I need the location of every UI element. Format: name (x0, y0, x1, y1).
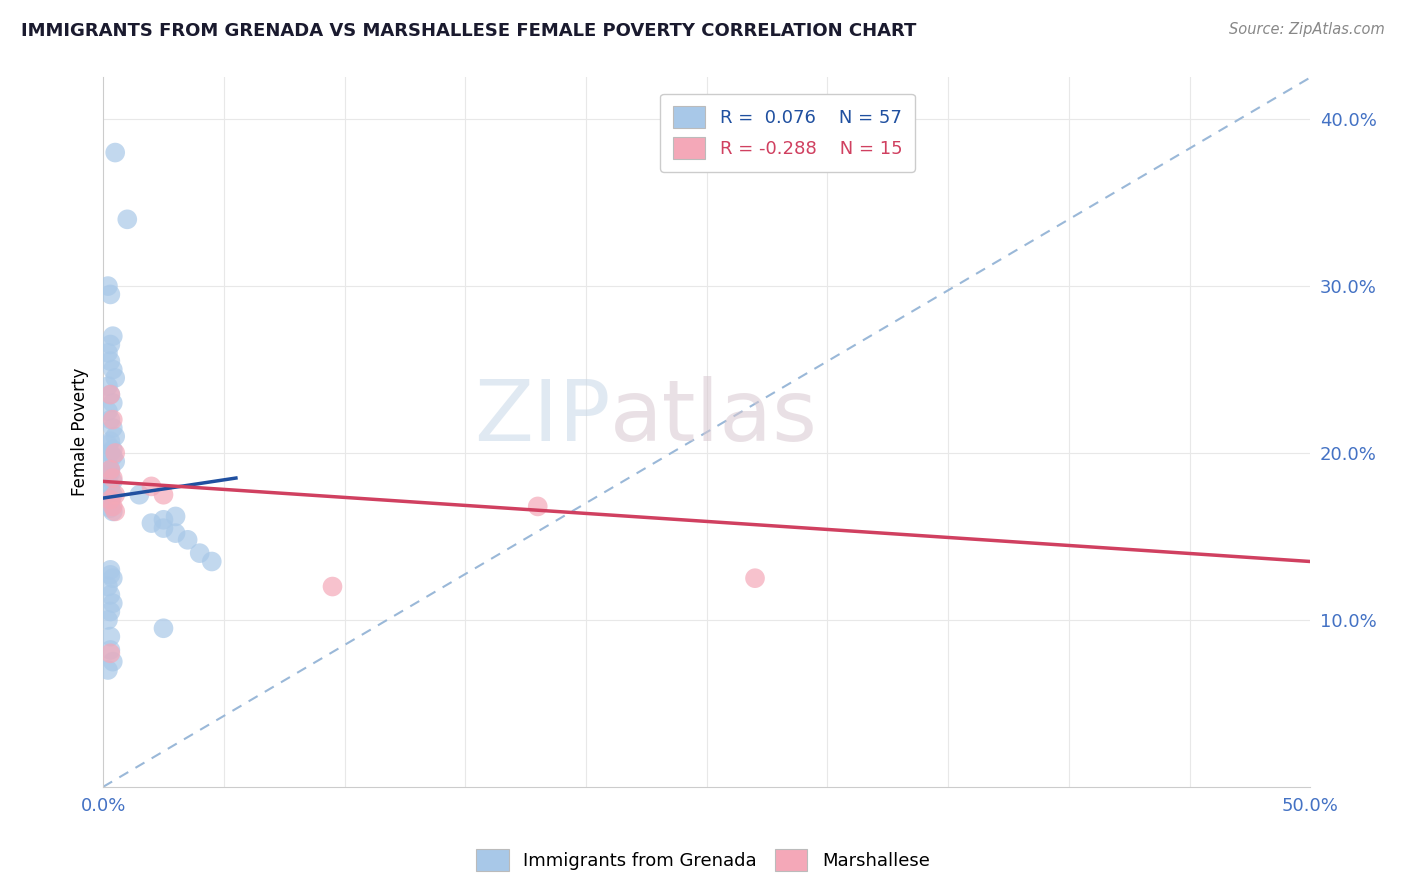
Point (101, 488, 124, 502)
Point (117, 212, 139, 227)
Point (100, 563, 122, 577)
Point (141, 479, 163, 493)
Point (97, 404, 120, 418)
Legend: R =  0.076    N = 57, R = -0.288    N = 15: R = 0.076 N = 57, R = -0.288 N = 15 (661, 94, 915, 172)
Point (100, 492, 122, 507)
Point (101, 471, 124, 485)
Point (100, 446, 122, 460)
Point (100, 387, 122, 401)
Point (100, 412, 122, 426)
Point (97, 580, 120, 594)
Point (101, 475, 124, 489)
Point (100, 646, 122, 660)
Point (152, 521, 174, 535)
Point (176, 533, 198, 547)
Point (165, 526, 187, 541)
Point (101, 412, 124, 426)
Point (101, 504, 124, 518)
Point (100, 463, 122, 477)
Point (152, 621, 174, 635)
Point (100, 287, 122, 301)
Point (97, 613, 120, 627)
Text: atlas: atlas (610, 376, 818, 459)
Point (201, 554, 224, 568)
Point (100, 501, 122, 516)
Point (321, 580, 343, 594)
Point (101, 396, 124, 410)
Point (97, 346, 120, 360)
Point (152, 513, 174, 527)
Point (100, 479, 122, 493)
Point (152, 488, 174, 502)
Point (100, 434, 122, 449)
Point (104, 145, 127, 160)
Point (97, 437, 120, 451)
Text: ZIP: ZIP (474, 376, 610, 459)
Point (128, 488, 150, 502)
Point (97, 458, 120, 472)
Point (100, 354, 122, 368)
Point (100, 630, 122, 644)
Point (141, 516, 163, 530)
Point (101, 329, 124, 343)
Point (100, 643, 122, 657)
Text: IMMIGRANTS FROM GRENADA VS MARSHALLESE FEMALE POVERTY CORRELATION CHART: IMMIGRANTS FROM GRENADA VS MARSHALLESE F… (21, 22, 917, 40)
Point (188, 546, 211, 560)
Point (100, 496, 122, 510)
Point (104, 504, 127, 518)
Point (744, 571, 766, 585)
Point (101, 655, 124, 669)
Point (100, 466, 122, 480)
Point (101, 571, 124, 585)
Point (104, 371, 127, 385)
Text: Source: ZipAtlas.com: Source: ZipAtlas.com (1229, 22, 1385, 37)
Point (97, 471, 120, 485)
Point (100, 337, 122, 351)
Point (100, 588, 122, 602)
Point (97, 663, 120, 677)
Point (97, 492, 120, 507)
Point (104, 446, 127, 460)
Point (104, 488, 127, 502)
Point (526, 500, 548, 514)
Point (104, 454, 127, 468)
Legend: Immigrants from Grenada, Marshallese: Immigrants from Grenada, Marshallese (470, 842, 936, 879)
Point (100, 463, 122, 477)
Point (100, 387, 122, 401)
Point (104, 429, 127, 443)
Point (101, 362, 124, 376)
Point (97, 279, 120, 293)
Point (100, 567, 122, 582)
Y-axis label: Female Poverty: Female Poverty (72, 368, 89, 496)
Point (101, 500, 124, 514)
Point (101, 442, 124, 457)
Point (100, 605, 122, 619)
Point (101, 596, 124, 610)
Point (101, 421, 124, 435)
Point (100, 484, 122, 499)
Point (101, 450, 124, 464)
Point (97, 379, 120, 393)
Point (165, 509, 187, 524)
